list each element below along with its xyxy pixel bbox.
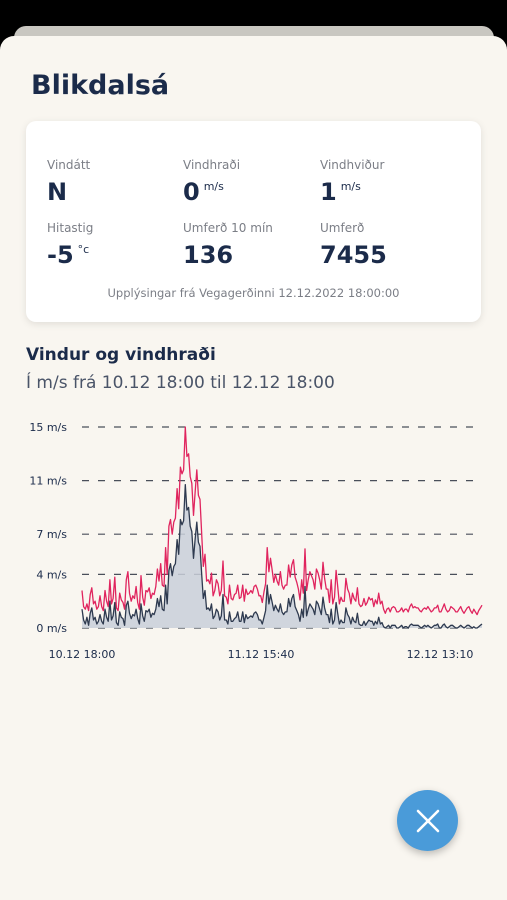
stat-label: Umferð 10 mín: [183, 221, 273, 235]
x-tick-label: 12.12 13:10: [407, 648, 474, 661]
wind-area: [82, 484, 482, 628]
station-stats-card: Vindátt N Vindhraði 0 m/s Vindhviður 1 m/s…: [26, 121, 481, 322]
stat-label: Vindátt: [47, 158, 91, 172]
stat-label: Umferð: [320, 221, 365, 235]
stat-temperature: Hitastig -5 °c: [47, 221, 93, 269]
y-tick-label: 4 m/s: [36, 568, 67, 581]
stat-wind-gust: Vindhviður 1 m/s: [320, 158, 384, 206]
chart-title: Vindur og vindhraði: [26, 345, 216, 365]
data-source-note: Upplýsingar frá Vegagerðinni 12.12.2022 …: [107, 286, 400, 300]
stat-traffic-10min: Umferð 10 mín 136: [183, 221, 273, 269]
stat-label: Hitastig: [47, 221, 94, 235]
y-tick-label: 15 m/s: [29, 421, 67, 434]
stat-unit: °c: [77, 243, 90, 256]
stat-value: -5: [47, 241, 74, 269]
stat-unit: m/s: [203, 180, 224, 193]
wind-chart: 0 m/s 4 m/s 7 m/s 11 m/s 15 m/s 10.12 18:00 11…: [29, 421, 483, 661]
station-title: Blikdalsá: [31, 70, 170, 101]
close-button[interactable]: [397, 790, 458, 851]
y-tick-label: 11 m/s: [29, 475, 67, 488]
x-tick-label: 11.12 15:40: [228, 648, 295, 661]
wind-series-line: [81, 483, 483, 629]
chart-subtitle: Í m/s frá 10.12 18:00 til 12.12 18:00: [26, 373, 335, 393]
stat-value: N: [47, 178, 68, 206]
stat-value: 0: [183, 178, 200, 206]
stat-wind-speed: Vindhraði 0 m/s: [183, 158, 240, 206]
close-icon: [416, 809, 439, 832]
gust-series-line: [81, 426, 483, 616]
stat-unit: m/s: [340, 180, 361, 193]
y-tick-label: 0 m/s: [36, 622, 67, 635]
x-tick-label: 10.12 18:00: [49, 648, 116, 661]
stat-value: 7455: [320, 241, 387, 269]
stat-wind-direction: Vindátt N: [47, 158, 90, 206]
stat-traffic: Umferð 7455: [320, 221, 387, 269]
stat-label: Vindhraði: [183, 158, 241, 172]
stat-label: Vindhviður: [320, 158, 385, 172]
stat-value: 136: [183, 241, 234, 269]
y-tick-label: 7 m/s: [36, 528, 67, 541]
stat-value: 1: [320, 178, 337, 206]
